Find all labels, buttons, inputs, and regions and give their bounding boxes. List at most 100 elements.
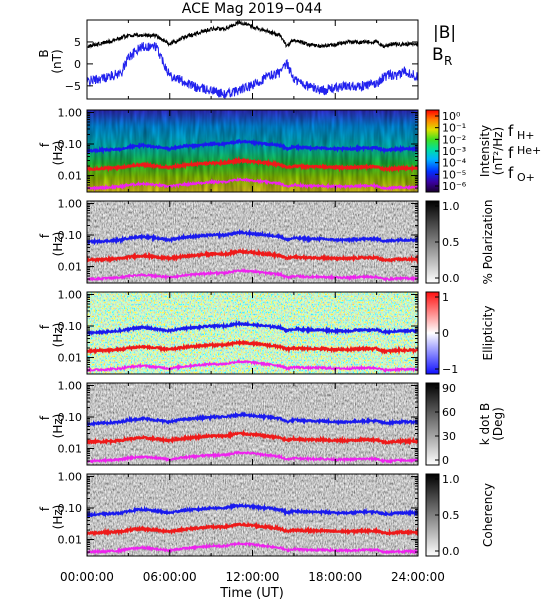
colorbar-ellipticity: 1 0 −1 Ellipticity <box>425 291 495 376</box>
colorbar-tick-label: 0 <box>442 327 449 340</box>
f-h-line <box>87 411 418 428</box>
y-tick-label: 0.01 <box>58 534 83 547</box>
colorbar-label: k dot B <box>478 403 492 445</box>
ion-legend-sub: He+ <box>517 144 541 157</box>
y-tick-label: 0.01 <box>58 170 83 183</box>
ion-legend-base: f <box>508 122 514 140</box>
colorbar-label: % Polarization <box>481 200 495 285</box>
x-tick-label: 18:00:00 <box>308 570 362 584</box>
x-axis: 00:00:00 06:00:00 12:00:00 18:00:00 24:00:00… <box>60 570 445 600</box>
y-label: f <box>38 233 52 238</box>
y-tick-label: 0.10 <box>58 411 83 424</box>
colorbar-unit: (Deg) <box>491 407 505 441</box>
spectrogram-wash <box>87 292 418 374</box>
colorbar-tick-label: 0 <box>442 454 449 467</box>
f-o-line <box>87 267 418 283</box>
colorbar-label: Coherency <box>481 483 495 547</box>
y-tick-label: 1.00 <box>58 288 83 301</box>
f-o-line <box>87 176 418 192</box>
colorbar-tick-label: 60 <box>442 406 456 419</box>
f-o-line <box>87 541 418 556</box>
colorbar-tick-label: 10⁻¹ <box>442 122 466 135</box>
legend-b-r-sub: R <box>444 54 452 68</box>
spectrogram-background <box>87 292 418 374</box>
ion-legend-base: f <box>508 164 514 182</box>
colorbar-tick-label: 10⁻⁵ <box>442 168 466 181</box>
y-unit: (Hz) <box>51 414 65 439</box>
y-tick-label: 0.01 <box>58 443 83 456</box>
f-he-line <box>87 155 418 173</box>
f-he-line <box>87 338 418 356</box>
colorbar-tick-label: 0.0 <box>442 545 460 558</box>
colorbar-tick-label: 1.0 <box>442 200 460 213</box>
mag-y-tick-label: −5 <box>65 80 81 93</box>
panel-kdotb: 1.00 0.10 0.01 f (Hz) 90 60 30 0 k dot B (Deg) <box>38 379 505 467</box>
y-label: f <box>38 142 52 147</box>
spectrogram-background <box>87 201 418 283</box>
f-he-line <box>87 521 418 537</box>
colorbar-tick-label: 90 <box>442 382 456 395</box>
x-tick-label: 06:00:00 <box>143 570 197 584</box>
figure-title: ACE Mag 2019−044 <box>182 1 323 17</box>
panel-mag: 5 0 −5 B (nT) <box>37 19 419 100</box>
colorbar-tick-label: 10⁻³ <box>442 145 466 158</box>
f-h-line <box>87 502 418 519</box>
mag-y-label: B <box>37 49 51 57</box>
spectrogram-background <box>87 474 418 556</box>
colorbar-tick-label: 10⁻⁴ <box>442 157 467 170</box>
y-tick-label: 0.10 <box>58 320 83 333</box>
x-tick-labels: 00:00:00 06:00:00 12:00:00 18:00:00 24:00:00 <box>60 570 445 584</box>
colorbar-tick-label: 1.0 <box>442 473 460 486</box>
colorbar-label: Ellipticity <box>481 306 495 361</box>
panel-polarization: 1.00 0.10 0.01 f (Hz) 1.0 0.5 0.0 % Polarization <box>38 197 495 285</box>
colorbar-label: Intensity <box>478 125 492 177</box>
mag-y-unit: (nT) <box>50 49 64 73</box>
panel-ellipticity: 1.00 0.10 0.01 f (Hz) 1 0 −1 Ellipticity <box>38 288 495 376</box>
f-o-line <box>87 358 418 374</box>
f-h-line <box>87 138 418 155</box>
y-tick-label: 0.10 <box>58 138 83 151</box>
mag-y-tick-label: 5 <box>74 36 81 49</box>
colorbar-tick-label: 0.0 <box>442 272 460 285</box>
legend-b-r: B <box>432 45 444 65</box>
colorbar-fill <box>425 382 440 466</box>
colorbar-tick-label: 10⁻⁶ <box>442 180 467 193</box>
colorbar-coherency: 1.0 0.5 0.0 Coherency <box>425 473 495 558</box>
panels: 50−5B (nT)1.000.100.01f (Hz)10⁰10⁻¹10⁻²10⁻… <box>37 19 505 558</box>
y-tick-label: 1.00 <box>58 197 83 210</box>
f-o-line <box>87 450 418 464</box>
colorbar-tick-label: 0.5 <box>442 236 460 249</box>
x-tick-label: 00:00:00 <box>60 570 114 584</box>
y-label: f <box>38 506 52 511</box>
y-unit: (Hz) <box>51 141 65 166</box>
y-tick-label: 0.01 <box>58 261 83 274</box>
colorbar-tick-label: 10⁰ <box>442 110 461 123</box>
x-tick-label: 24:00:00 <box>391 570 445 584</box>
ion-legend-sub: H+ <box>517 129 535 142</box>
panel-coherency: 1.00 0.10 0.01 f (Hz) 1.0 0.5 0.0 Coherency <box>38 470 495 558</box>
y-tick-label: 0.01 <box>58 352 83 365</box>
colorbar-polarization: 1.0 0.5 0.0 % Polarization <box>425 200 495 285</box>
mag-y-tick-label: 0 <box>74 58 81 71</box>
x-axis-label: Time (UT) <box>219 586 284 600</box>
f-h-line <box>87 319 418 337</box>
legends: |B|B Rf H+f He+f O+ <box>432 23 541 184</box>
y-tick-label: 1.00 <box>58 470 83 483</box>
y-label: f <box>38 324 52 329</box>
colorbar-kdotb: 90 60 30 0 k dot B (Deg) <box>425 382 505 467</box>
legend-b-total: |B| <box>433 23 456 43</box>
y-unit: (Hz) <box>51 505 65 530</box>
ion-legend-sub: O+ <box>517 171 535 184</box>
f-he-line <box>87 247 418 265</box>
y-label: f <box>38 415 52 420</box>
f-he-line <box>87 429 418 446</box>
colorbar-tick-label: 1 <box>442 291 449 304</box>
series-b-r-line <box>87 41 418 99</box>
x-tick-label: 12:00:00 <box>226 570 280 584</box>
y-unit: (Hz) <box>51 232 65 257</box>
y-unit: (Hz) <box>51 323 65 348</box>
colorbar-tick-label: 10⁻² <box>442 133 466 146</box>
y-tick-label: 1.00 <box>58 379 83 392</box>
